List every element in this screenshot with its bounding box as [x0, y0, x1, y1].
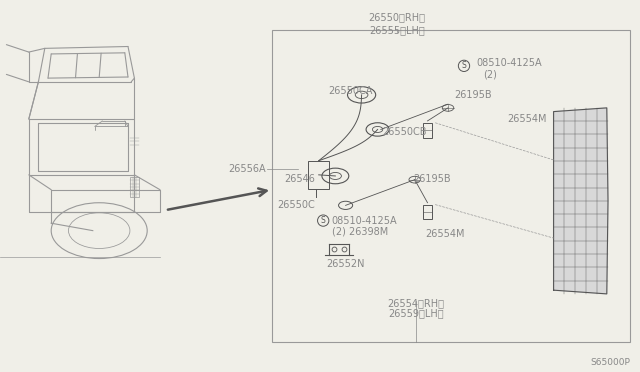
Text: 08510-4125A: 08510-4125A	[332, 217, 397, 226]
Text: 26550（RH）: 26550（RH）	[368, 12, 426, 22]
Text: 26550CB: 26550CB	[383, 127, 428, 137]
Text: 26554M: 26554M	[507, 114, 547, 124]
Bar	[424, 205, 432, 219]
Text: 08510-4125A: 08510-4125A	[477, 58, 543, 68]
Text: (2): (2)	[483, 70, 497, 79]
Text: 26552N: 26552N	[326, 259, 365, 269]
Text: 26195B: 26195B	[454, 90, 492, 100]
Polygon shape	[554, 108, 608, 294]
Text: 26554M: 26554M	[426, 230, 465, 239]
Bar	[424, 123, 432, 138]
Text: 26559（LH）: 26559（LH）	[388, 308, 444, 318]
Text: 26550CA: 26550CA	[328, 86, 373, 96]
Text: 26546: 26546	[284, 174, 315, 183]
Text: 26554（RH）: 26554（RH）	[387, 298, 445, 308]
Text: 26195B: 26195B	[413, 174, 451, 183]
Text: 26556A: 26556A	[228, 164, 266, 174]
Bar	[130, 177, 139, 197]
Text: (2) 26398M: (2) 26398M	[332, 227, 388, 236]
Text: 26550C: 26550C	[277, 200, 315, 209]
Text: S65000P: S65000P	[591, 358, 630, 367]
Text: S: S	[461, 61, 467, 70]
Text: S: S	[321, 216, 326, 225]
Text: 26555（LH）: 26555（LH）	[369, 25, 425, 35]
Bar	[308, 161, 329, 189]
Bar	[272, 30, 630, 342]
